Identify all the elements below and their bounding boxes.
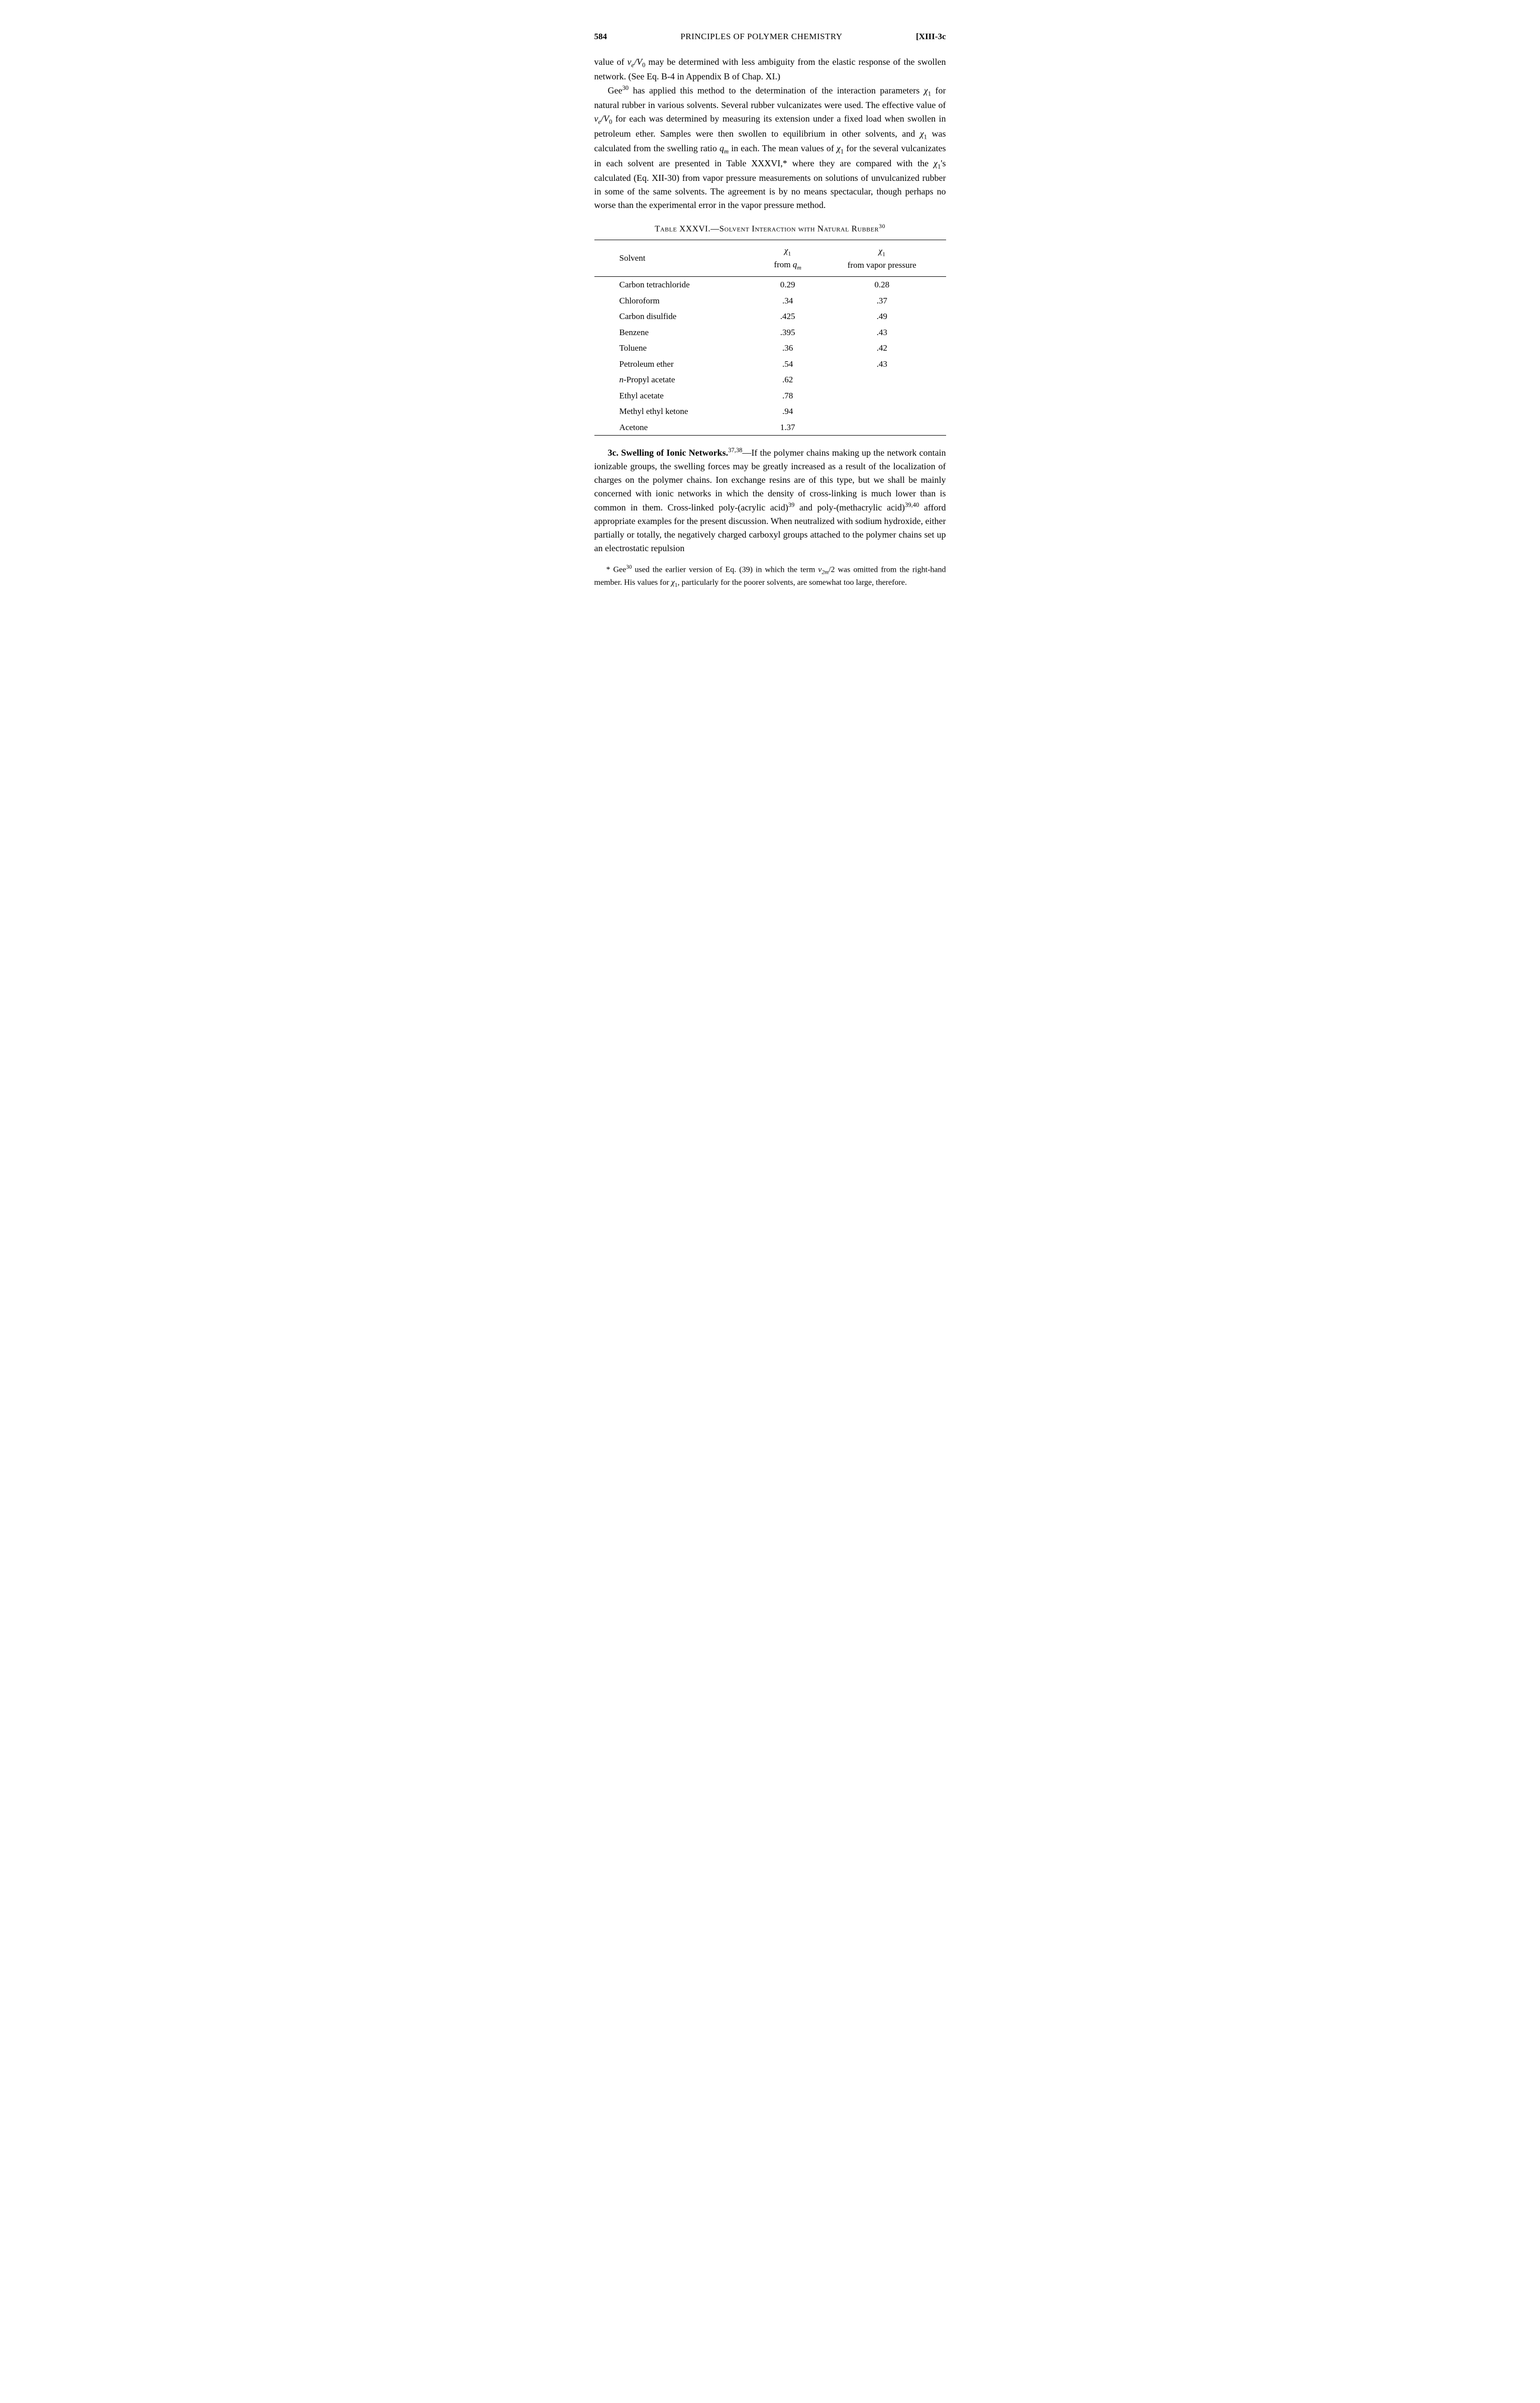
data-table: Solvent χ1 from qm χ1 from vapor pressur…	[594, 240, 946, 436]
col-chi-qm: χ1 from qm	[757, 240, 818, 277]
table-row: Chloroform.34.37	[594, 293, 946, 309]
table-header-row: Solvent χ1 from qm χ1 from vapor pressur…	[594, 240, 946, 277]
table-row: Benzene.395.43	[594, 325, 946, 341]
table-row: Toluene.36.42	[594, 340, 946, 356]
col-chi-vp: χ1 from vapor pressure	[818, 240, 946, 277]
table-row: n-Propyl acetate.62	[594, 372, 946, 388]
table-row: Ethyl acetate.78	[594, 388, 946, 404]
page-header: 584 PRINCIPLES OF POLYMER CHEMISTRY [XII…	[594, 30, 946, 43]
section-ref: [XIII-3c	[916, 30, 946, 43]
page-number: 584	[594, 30, 607, 43]
running-head: PRINCIPLES OF POLYMER CHEMISTRY	[680, 30, 842, 43]
table-row: Carbon tetrachloride0.290.28	[594, 277, 946, 293]
table-body: Carbon tetrachloride0.290.28 Chloroform.…	[594, 277, 946, 436]
paragraph-1: value of νe/V0 may be determined with le…	[594, 55, 946, 83]
table-row: Carbon disulfide.425.49	[594, 308, 946, 325]
paragraph-3: 3c. Swelling of Ionic Networks.37,38—If …	[594, 446, 946, 555]
table-caption: Table XXXVI.—Solvent Interaction with Na…	[594, 222, 946, 235]
col-solvent: Solvent	[594, 240, 758, 277]
footnote: * Gee30 used the earlier version of Eq. …	[594, 563, 946, 590]
table-row: Acetone1.37	[594, 420, 946, 436]
table-row: Methyl ethyl ketone.94	[594, 403, 946, 420]
paragraph-2: Gee30 has applied this method to the det…	[594, 83, 946, 212]
table-row: Petroleum ether.54.43	[594, 356, 946, 372]
